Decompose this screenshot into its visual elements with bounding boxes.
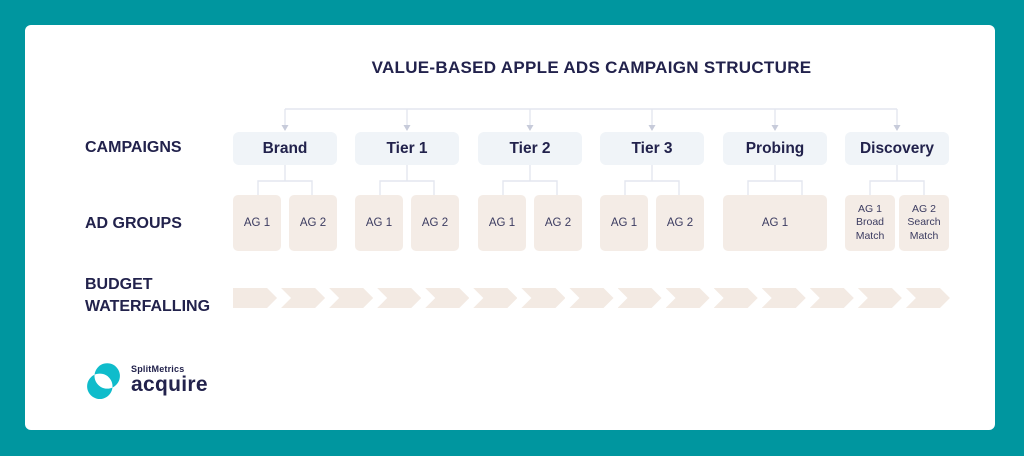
waterfall-arrow xyxy=(473,288,517,308)
waterfall-arrow xyxy=(425,288,469,308)
ad-group-row: AG 1 AG 2 xyxy=(478,195,582,251)
campaign-label: Probing xyxy=(745,139,805,157)
ad-group-box: AG 1 xyxy=(478,195,526,251)
campaign-box-tier2: Tier 2 xyxy=(478,132,582,165)
waterfall-arrow xyxy=(666,288,710,308)
ad-group-box: AG 1 Broad Match xyxy=(845,195,895,251)
waterfall-arrow xyxy=(762,288,806,308)
ad-group-row: AG 1 AG 2 xyxy=(355,195,459,251)
campaign-box-discovery: Discovery xyxy=(845,132,949,165)
logo-text: SplitMetrics acquire xyxy=(131,364,208,397)
waterfall-arrow xyxy=(521,288,565,308)
ad-group-row: AG 1 AG 2 xyxy=(600,195,704,251)
campaign-label: Brand xyxy=(262,139,308,157)
campaign-column-tier1: Tier 1 AG 1 AG 2 xyxy=(355,132,459,251)
ad-group-box: AG 2 xyxy=(656,195,704,251)
campaign-box-tier1: Tier 1 xyxy=(355,132,459,165)
ad-group-box: AG 1 xyxy=(233,195,281,251)
campaign-box-brand: Brand xyxy=(233,132,337,165)
diagram-card: VALUE-BASED APPLE ADS CAMPAIGN STRUCTURE xyxy=(25,25,995,430)
campaign-box-probing: Probing xyxy=(723,132,827,165)
campaign-column-discovery: Discovery AG 1 Broad Match AG 2 Search M… xyxy=(845,132,949,251)
waterfall-arrow xyxy=(906,288,950,308)
ad-group-box: AG 1 xyxy=(600,195,648,251)
ad-group-box: AG 1 xyxy=(355,195,403,251)
row-label-campaigns: CAMPAIGNS xyxy=(85,139,182,156)
campaign-label: Tier 1 xyxy=(386,139,428,157)
ad-group-box: AG 2 Search Match xyxy=(899,195,949,251)
waterfall-arrow xyxy=(329,288,373,308)
diagram-title: VALUE-BASED APPLE ADS CAMPAIGN STRUCTURE xyxy=(371,58,812,77)
ad-group-box: AG 1 xyxy=(723,195,827,251)
waterfall-arrow xyxy=(618,288,662,308)
waterfall-arrow xyxy=(714,288,758,308)
ad-group-box: AG 2 xyxy=(534,195,582,251)
campaign-label: Tier 3 xyxy=(631,139,673,157)
ad-group-row: AG 1 Broad Match AG 2 Search Match xyxy=(845,195,949,251)
budget-waterfall-arrows xyxy=(233,288,950,308)
waterfall-arrow xyxy=(569,288,613,308)
campaign-box-tier3: Tier 3 xyxy=(600,132,704,165)
ad-group-row: AG 1 AG 2 xyxy=(233,195,337,251)
waterfall-arrow xyxy=(810,288,854,308)
row-label-ad-groups: AD GROUPS xyxy=(85,215,182,232)
campaign-column-tier2: Tier 2 AG 1 AG 2 xyxy=(478,132,582,251)
splitmetrics-logo-icon xyxy=(87,363,120,399)
logo-product-name: acquire xyxy=(131,373,208,396)
waterfall-arrow xyxy=(377,288,421,308)
ad-group-box: AG 2 xyxy=(411,195,459,251)
campaign-column-brand: Brand AG 1 AG 2 xyxy=(233,132,337,251)
row-label-budget-waterfalling: BUDGET WATERFALLING xyxy=(85,276,211,315)
splitmetrics-logo: SplitMetrics acquire xyxy=(85,362,208,399)
ad-group-box: AG 2 xyxy=(289,195,337,251)
campaign-label: Tier 2 xyxy=(509,139,551,157)
campaign-column-tier3: Tier 3 AG 1 AG 2 xyxy=(600,132,704,251)
campaign-label: Discovery xyxy=(859,139,935,157)
waterfall-arrow xyxy=(858,288,902,308)
waterfall-arrow xyxy=(233,288,277,308)
ad-group-row: AG 1 xyxy=(723,195,827,251)
arrowhead-icons xyxy=(281,125,901,131)
campaign-column-probing: Probing AG 1 xyxy=(723,132,827,251)
waterfall-arrow xyxy=(281,288,325,308)
logo-brand-name: SplitMetrics xyxy=(131,364,185,374)
